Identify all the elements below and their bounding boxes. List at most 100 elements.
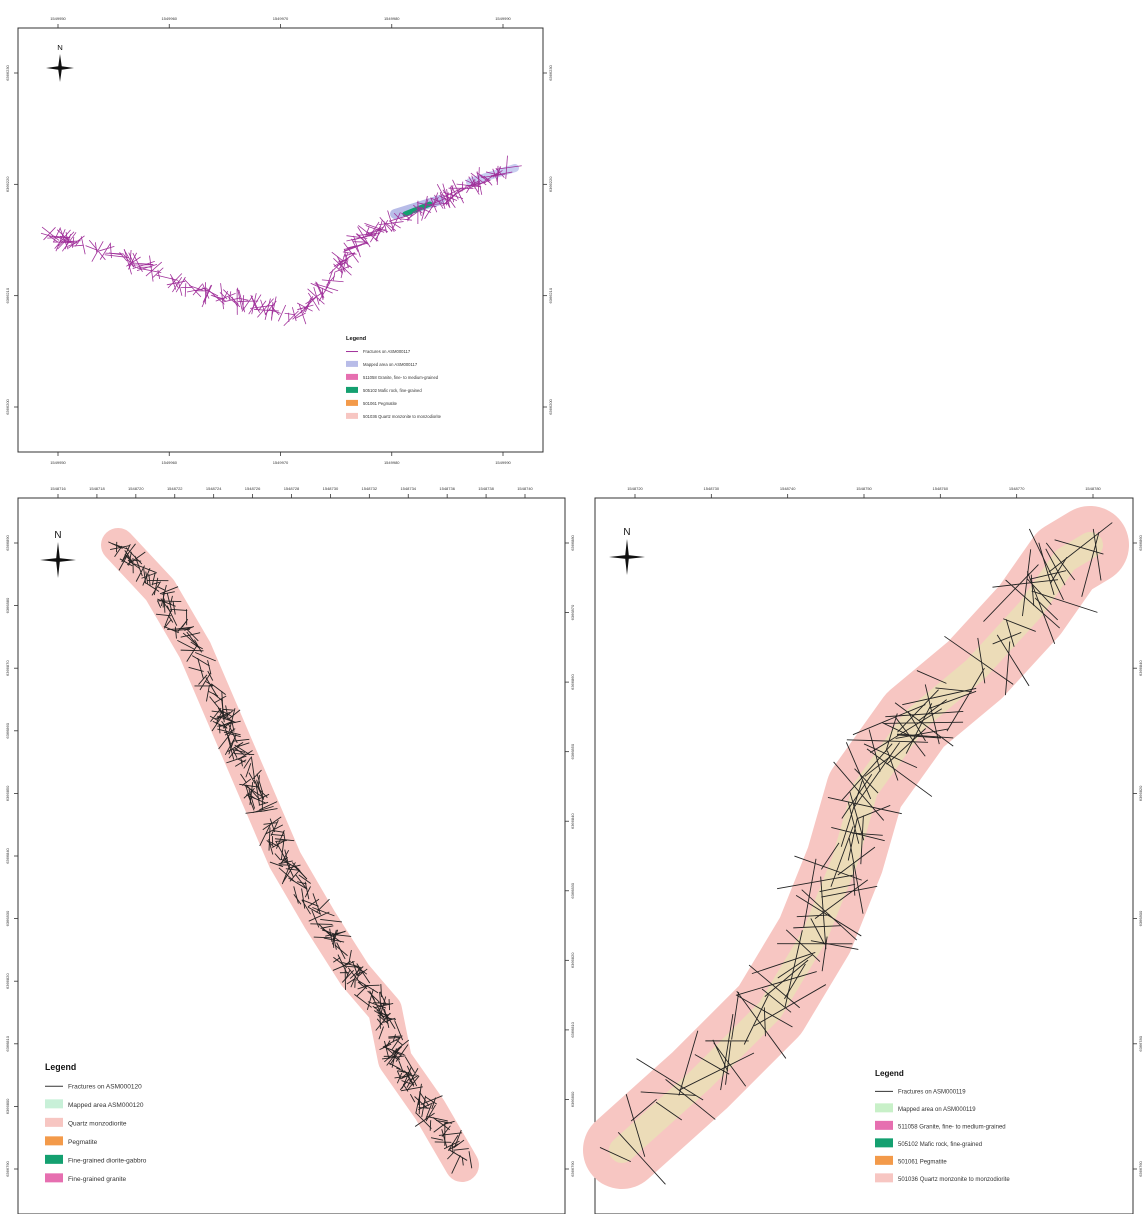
y-tick-label: 6366820 <box>5 973 10 989</box>
legend-swatch <box>346 374 358 380</box>
legend-label: Fractures on ASM000117 <box>363 349 411 354</box>
y-tick-label: 6366840 <box>5 847 10 863</box>
legend-swatch <box>875 1173 893 1182</box>
y-tick-label: 6366220 <box>5 176 10 192</box>
legend-label: Pegmatite <box>68 1139 98 1146</box>
legend-label: Fine-grained diorite-gabbro <box>68 1158 147 1165</box>
legend-label: Mapped area on ASM000117 <box>363 362 418 367</box>
x-tick-label: 1548780 <box>1085 486 1101 491</box>
x-tick-label: 1548720 <box>627 486 643 491</box>
y-tick-label: 6366850 <box>570 743 575 759</box>
y-tick-label: 6366870 <box>5 660 10 676</box>
legend-title: Legend <box>45 1062 76 1072</box>
north-label: N <box>54 530 61 541</box>
y-tick-label: 6366210 <box>548 287 553 303</box>
legend-swatch <box>45 1155 63 1164</box>
x-tick-label: 1549970 <box>273 460 289 465</box>
y-tick-label: 6366210 <box>5 287 10 303</box>
legend-label: Fine-grained granite <box>68 1176 127 1183</box>
x-tick-label: 1548732 <box>362 486 378 491</box>
y-tick-label: 6366840 <box>570 813 575 829</box>
legend-swatch <box>346 413 358 419</box>
y-tick-label: 6366890 <box>5 534 10 550</box>
y-tick-label: 6366800 <box>5 1098 10 1114</box>
y-tick-label: 6366800 <box>1138 910 1143 926</box>
x-tick-label: 1549960 <box>161 460 177 465</box>
legend-swatch <box>45 1173 63 1182</box>
x-tick-label: 1548720 <box>128 486 144 491</box>
y-tick-label: 6366830 <box>5 910 10 926</box>
legend-swatch <box>875 1121 893 1130</box>
x-tick-label: 1548734 <box>400 486 416 491</box>
x-tick-label: 1548718 <box>89 486 105 491</box>
x-tick-label: 1548726 <box>245 486 261 491</box>
legend-swatch <box>875 1103 893 1112</box>
x-tick-label: 1549980 <box>384 460 400 465</box>
legend-swatch <box>875 1138 893 1147</box>
y-tick-label: 6366830 <box>570 882 575 898</box>
y-tick-label: 6366860 <box>1138 534 1143 550</box>
legend-label: Quartz monzodiorite <box>68 1121 127 1128</box>
legend-label: 505102 Mafic rock, fine-grained <box>898 1142 982 1148</box>
y-tick-label: 6366810 <box>5 1035 10 1051</box>
map-frame <box>18 28 543 452</box>
y-tick-label: 6366820 <box>1138 785 1143 801</box>
legend-label: 511058 Granite, fine- to medium-grained <box>363 375 439 380</box>
x-tick-label: 1548722 <box>167 486 183 491</box>
x-tick-label: 1548716 <box>50 486 66 491</box>
x-tick-label: 1548724 <box>206 486 222 491</box>
legend-label: 501036 Quartz monzonite to monzodiorite <box>363 414 442 419</box>
x-tick-label: 1548750 <box>856 486 872 491</box>
fracture <box>419 1091 420 1114</box>
legend-swatch <box>45 1136 63 1145</box>
y-tick-label: 6366880 <box>5 597 10 613</box>
map-panel: 1548716 1548718 1548720 1548722 1548724 15487… <box>5 486 575 1214</box>
y-tick-label: 6366870 <box>570 604 575 620</box>
x-tick-label: 1548728 <box>284 486 300 491</box>
y-tick-label: 6366760 <box>1138 1160 1143 1176</box>
legend-swatch <box>346 387 358 393</box>
y-tick-label: 6366840 <box>1138 660 1143 676</box>
x-tick-label: 1549950 <box>50 16 66 21</box>
y-tick-label: 6366200 <box>5 398 10 414</box>
x-tick-label: 1548740 <box>517 486 533 491</box>
x-tick-label: 1549980 <box>384 16 400 21</box>
x-tick-label: 1549960 <box>161 16 177 21</box>
y-tick-label: 6366230 <box>5 64 10 80</box>
y-tick-label: 6366790 <box>5 1160 10 1176</box>
north-label: N <box>57 43 63 52</box>
y-tick-label: 6366860 <box>570 674 575 690</box>
y-tick-label: 6366200 <box>548 398 553 414</box>
y-tick-label: 6366220 <box>548 176 553 192</box>
legend-swatch <box>45 1118 63 1127</box>
legend-title: Legend <box>346 336 367 342</box>
x-tick-label: 1548738 <box>478 486 494 491</box>
y-tick-label: 6366810 <box>570 1021 575 1037</box>
legend-label: Fractures on ASM000119 <box>898 1090 966 1096</box>
fracture <box>430 1120 431 1131</box>
legend-swatch <box>346 400 358 406</box>
legend-label: 511058 Granite, fine- to medium-grained <box>898 1125 1006 1131</box>
x-tick-label: 1548760 <box>933 486 949 491</box>
legend-label: 501036 Quartz monzonite to monzodiorite <box>898 1177 1010 1183</box>
y-tick-label: 6366850 <box>5 785 10 801</box>
legend-title: Legend <box>875 1069 904 1078</box>
y-tick-label: 6366800 <box>570 1091 575 1107</box>
legend-label: 501061 Pegmatite <box>363 401 398 406</box>
y-tick-label: 6366820 <box>570 952 575 968</box>
x-tick-label: 1548770 <box>1009 486 1025 491</box>
x-tick-label: 1549990 <box>495 460 511 465</box>
legend-label: 505102 Mafic rock, fine-grained <box>363 388 422 393</box>
x-tick-label: 1548736 <box>439 486 455 491</box>
north-label: N <box>623 527 630 538</box>
x-tick-label: 1548730 <box>323 486 339 491</box>
x-tick-label: 1548740 <box>780 486 796 491</box>
map-panel: 1549950 1549960 1549970 1549980 1549990 15499… <box>5 16 553 465</box>
fracture <box>419 1108 430 1109</box>
legend-label: Fractures on ASM000120 <box>68 1084 142 1091</box>
fracture <box>364 985 379 986</box>
x-tick-label: 1549950 <box>50 460 66 465</box>
